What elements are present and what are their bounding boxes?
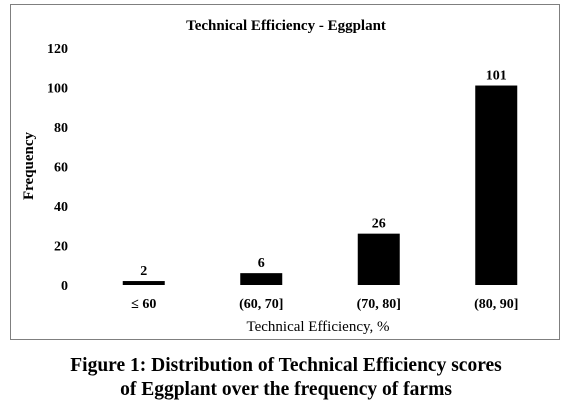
x-axis-label: Technical Efficiency, %	[246, 319, 389, 335]
chart-title: Technical Efficiency - Eggplant	[186, 18, 386, 34]
chart-frame	[10, 4, 560, 340]
x-tick-label: (70, 80]	[357, 297, 401, 312]
bar-value-label: 6	[258, 256, 265, 271]
bar	[475, 85, 518, 286]
bar-value-label: 2	[140, 264, 147, 279]
bar-chart: Technical Efficiency - Eggplant Frequenc…	[21, 18, 518, 335]
y-tick-label: 60	[54, 161, 68, 176]
x-tick-label: ≤ 60	[131, 297, 156, 312]
x-tick-label: (80, 90]	[474, 297, 518, 312]
bar-value-label: 101	[486, 69, 507, 84]
y-tick-label: 20	[54, 240, 68, 255]
y-tick-label: 100	[47, 82, 68, 97]
y-axis-ticks: 0 20 40 60 80 100 120	[47, 42, 68, 294]
y-tick-label: 80	[54, 121, 68, 136]
figure-caption-line-2: of Eggplant over the frequency of farms	[120, 379, 452, 400]
y-axis-label: Frequency	[21, 131, 37, 200]
bar	[357, 233, 400, 285]
x-axis-ticks: ≤ 60 (60, 70] (70, 80] (80, 90]	[131, 297, 518, 312]
x-tick-label: (60, 70]	[239, 297, 283, 312]
y-tick-label: 40	[54, 200, 68, 215]
figure-caption-line-1: Figure 1: Distribution of Technical Effi…	[70, 355, 502, 376]
y-tick-label: 120	[47, 42, 68, 57]
y-tick-label: 0	[61, 279, 68, 294]
bar-value-label: 26	[372, 217, 386, 232]
bar	[240, 273, 283, 285]
bars	[122, 85, 518, 286]
bar	[122, 281, 165, 285]
